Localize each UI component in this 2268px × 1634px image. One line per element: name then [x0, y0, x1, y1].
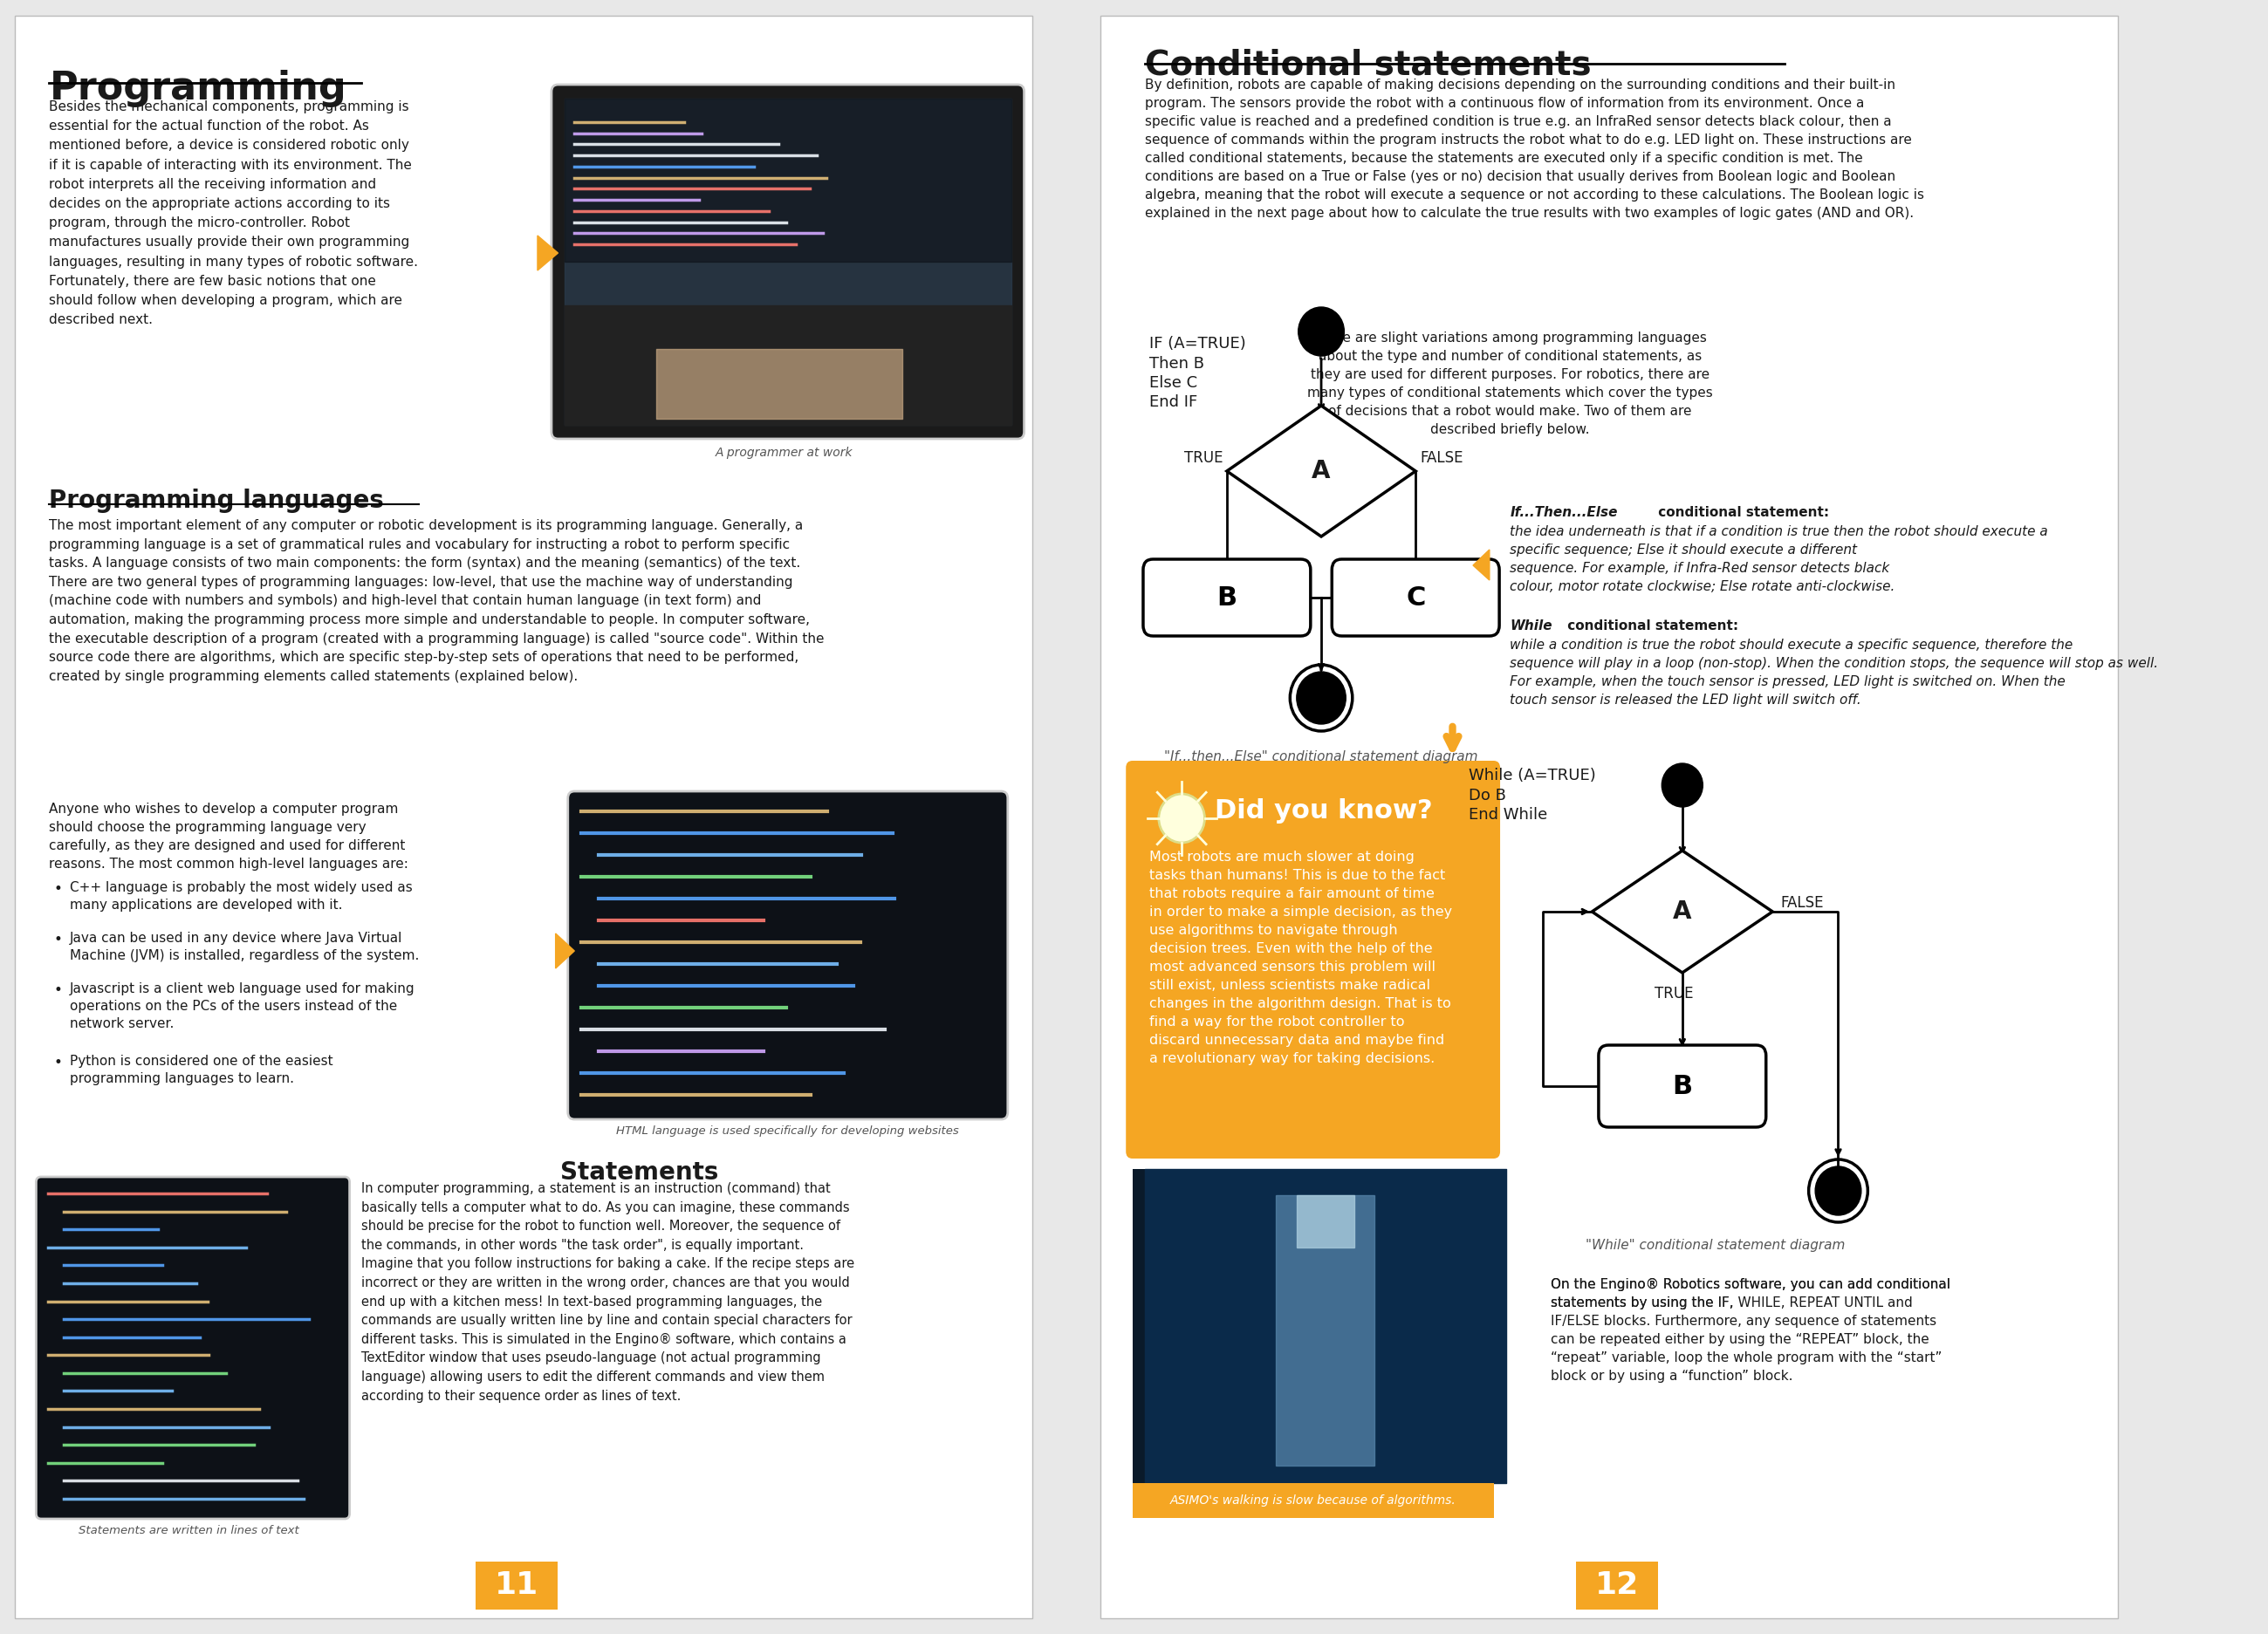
Text: C: C	[1406, 585, 1424, 609]
Polygon shape	[1297, 1194, 1354, 1247]
Text: IF (A=TRUE): IF (A=TRUE)	[1150, 337, 1245, 351]
Text: End While: End While	[1470, 807, 1547, 822]
FancyBboxPatch shape	[476, 1562, 558, 1609]
FancyBboxPatch shape	[1599, 1046, 1767, 1127]
Text: There are slight variations among programming languages
about the type and numbe: There are slight variations among progra…	[1306, 332, 1712, 436]
Text: Statements are written in lines of text: Statements are written in lines of text	[79, 1525, 299, 1536]
Polygon shape	[1277, 1194, 1374, 1466]
FancyBboxPatch shape	[1125, 761, 1499, 1159]
FancyBboxPatch shape	[1576, 1562, 1658, 1609]
Text: 11: 11	[494, 1570, 540, 1600]
Text: FALSE: FALSE	[1420, 449, 1463, 466]
Text: B: B	[1216, 585, 1236, 609]
Circle shape	[1297, 672, 1345, 724]
Text: "If...then...Else" conditional statement diagram: "If...then...Else" conditional statement…	[1163, 750, 1479, 763]
Text: while a condition is true the robot should execute a specific sequence, therefor: while a condition is true the robot shou…	[1510, 639, 2159, 706]
Text: Javascript is a client web language used for making
operations on the PCs of the: Javascript is a client web language used…	[70, 982, 415, 1029]
Text: If...Then...Else: If...Then...Else	[1510, 507, 1617, 520]
Text: TRUE: TRUE	[1656, 985, 1694, 1002]
Text: Programming: Programming	[50, 70, 347, 108]
Text: Else C: Else C	[1150, 376, 1198, 391]
FancyBboxPatch shape	[36, 1176, 349, 1520]
FancyBboxPatch shape	[1132, 1484, 1495, 1518]
Text: On the Engino® Robotics software, you can add conditional
statements by using th: On the Engino® Robotics software, you ca…	[1551, 1278, 1950, 1309]
Text: "While" conditional statement diagram: "While" conditional statement diagram	[1585, 1239, 1844, 1252]
Text: In computer programming, a statement is an instruction (command) that
basically : In computer programming, a statement is …	[361, 1181, 855, 1402]
Polygon shape	[556, 933, 574, 969]
FancyBboxPatch shape	[1132, 1168, 1495, 1484]
Text: A: A	[1311, 459, 1331, 484]
Text: •: •	[54, 881, 61, 897]
FancyBboxPatch shape	[1100, 16, 2118, 1618]
FancyBboxPatch shape	[551, 85, 1025, 440]
Text: End IF: End IF	[1150, 394, 1198, 410]
Text: ASIMO's walking is slow because of algorithms.: ASIMO's walking is slow because of algor…	[1170, 1495, 1456, 1507]
Text: conditional statement:: conditional statement:	[1563, 619, 1740, 632]
Circle shape	[1662, 763, 1703, 807]
Text: B: B	[1672, 1074, 1692, 1098]
Text: 12: 12	[1594, 1570, 1637, 1600]
Text: Programming languages: Programming languages	[50, 489, 383, 513]
Text: Python is considered one of the easiest
programming languages to learn.: Python is considered one of the easiest …	[70, 1054, 333, 1085]
Text: While (A=TRUE): While (A=TRUE)	[1470, 768, 1597, 783]
Text: Java can be used in any device where Java Virtual
Machine (JVM) is installed, re: Java can be used in any device where Jav…	[70, 931, 420, 962]
Text: FALSE: FALSE	[1780, 895, 1823, 910]
Text: HTML language is used specifically for developing websites: HTML language is used specifically for d…	[617, 1126, 959, 1137]
Text: A programmer at work: A programmer at work	[714, 446, 853, 459]
Text: Besides the mechanical components, programming is
essential for the actual funct: Besides the mechanical components, progr…	[50, 100, 417, 327]
Text: Then B: Then B	[1150, 356, 1204, 371]
Circle shape	[1814, 1167, 1862, 1216]
Text: Anyone who wishes to develop a computer program
should choose the programming la: Anyone who wishes to develop a computer …	[50, 802, 408, 871]
Text: Statements: Statements	[560, 1160, 719, 1185]
Text: C++ language is probably the most widely used as
many applications are developed: C++ language is probably the most widely…	[70, 881, 413, 912]
Text: the idea underneath is that if a condition is true then the robot should execute: the idea underneath is that if a conditi…	[1510, 525, 2048, 593]
Polygon shape	[1227, 405, 1415, 536]
Text: A: A	[1674, 899, 1692, 923]
Text: TRUE: TRUE	[1184, 449, 1222, 466]
Text: Conditional statements: Conditional statements	[1145, 47, 1592, 82]
Text: Did you know?: Did you know?	[1216, 799, 1433, 824]
FancyBboxPatch shape	[16, 16, 1032, 1618]
Text: •: •	[54, 931, 61, 948]
FancyBboxPatch shape	[1331, 559, 1499, 636]
Text: The most important element of any computer or robotic development is its program: The most important element of any comput…	[50, 520, 826, 683]
Text: While: While	[1510, 619, 1551, 632]
Text: On the Engino® Robotics software, you can add conditional
statements by using th: On the Engino® Robotics software, you ca…	[1551, 1278, 1950, 1382]
Text: •: •	[54, 1054, 61, 1070]
Polygon shape	[1592, 851, 1774, 972]
Polygon shape	[538, 235, 558, 271]
Polygon shape	[1472, 549, 1490, 580]
Text: conditional statement:: conditional statement:	[1653, 507, 1828, 520]
FancyBboxPatch shape	[1143, 559, 1311, 636]
Circle shape	[1159, 794, 1204, 843]
Circle shape	[1297, 307, 1345, 356]
Text: Most robots are much slower at doing
tasks than humans! This is due to the fact
: Most robots are much slower at doing tas…	[1150, 851, 1452, 1065]
Text: Do B: Do B	[1470, 788, 1506, 804]
FancyBboxPatch shape	[567, 791, 1007, 1119]
Text: By definition, robots are capable of making decisions depending on the surroundi: By definition, robots are capable of mak…	[1145, 78, 1923, 221]
Text: •: •	[54, 982, 61, 998]
